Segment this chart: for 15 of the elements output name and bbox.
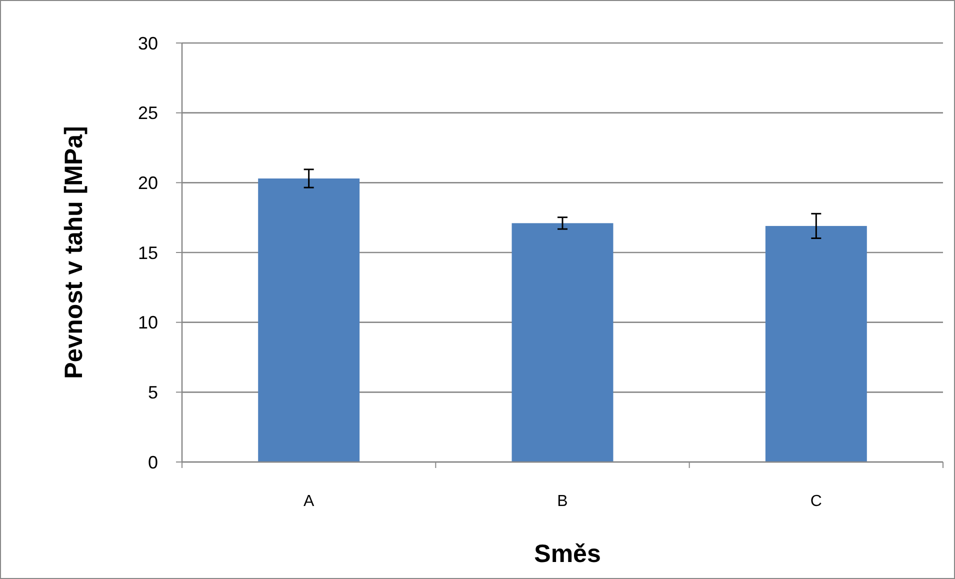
x-tick-label: C [810, 493, 822, 510]
y-tick-label: 0 [148, 452, 158, 472]
y-tick-label: 15 [138, 242, 158, 263]
x-axis-title: Směs [534, 540, 601, 568]
y-tick-label: 20 [138, 172, 158, 193]
x-tick-label: B [557, 493, 568, 510]
bar [765, 226, 867, 462]
bar [258, 178, 360, 462]
y-tick-label: 10 [138, 312, 158, 333]
x-tick-label: A [303, 493, 314, 510]
y-tick-label: 5 [148, 382, 158, 402]
y-axis-title: Pevnost v tahu [MPa] [60, 126, 88, 379]
bar [512, 223, 614, 462]
y-tick-label: 30 [138, 33, 158, 54]
y-tick-label: 25 [138, 103, 158, 124]
